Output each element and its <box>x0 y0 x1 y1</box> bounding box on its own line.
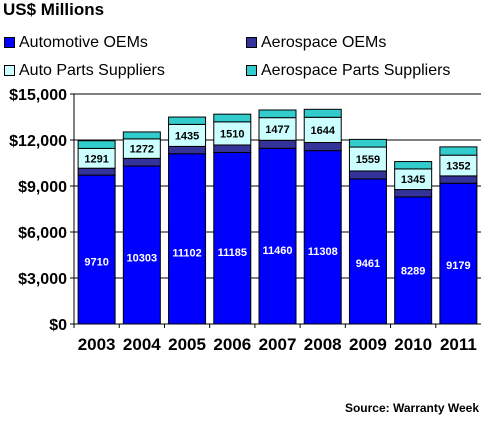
data-label: 11460 <box>263 245 293 257</box>
bar-segment <box>77 174 116 325</box>
legend-label: Aerospace Parts Suppliers <box>261 62 451 79</box>
data-label: 1559 <box>356 154 380 166</box>
bar-segment <box>122 165 161 325</box>
data-label: 9461 <box>356 258 380 270</box>
legend-item-aerospace-oems: Aerospace OEMs <box>246 34 386 52</box>
legend-label: Automotive OEMs <box>19 34 148 51</box>
source-note: Source: Warranty Week <box>344 401 479 415</box>
data-label: 10303 <box>127 253 158 265</box>
bar-segment <box>394 189 433 198</box>
x-tick-label: 2008 <box>304 335 342 354</box>
bar-segment <box>168 116 207 125</box>
bar-segment <box>213 144 252 153</box>
y-tick-label: $3,000 <box>18 271 67 288</box>
bar-segment <box>258 147 297 325</box>
bars: 9710 1291 10303 1272 11102 1435 11185 1510 11460… <box>77 108 478 325</box>
x-tick-label: 2004 <box>123 335 161 354</box>
legend-swatch-auto-parts-suppliers <box>4 65 15 77</box>
x-tick-label: 2009 <box>349 335 387 354</box>
legend-label: Aerospace OEMs <box>261 34 387 51</box>
bar-segment <box>168 145 207 155</box>
x-tick-label: 2010 <box>394 335 432 354</box>
data-label: 11102 <box>172 248 201 260</box>
y-tick-label: $9,000 <box>18 179 67 196</box>
y-tick-label: $0 <box>49 317 67 334</box>
data-label: 1352 <box>446 161 470 173</box>
bar-segment <box>258 139 297 149</box>
data-label: 1510 <box>220 128 244 140</box>
bar-segment <box>213 151 252 325</box>
bar-segment <box>348 178 387 325</box>
legend-item-auto-parts-suppliers: Auto Parts Suppliers <box>4 62 165 80</box>
data-label: 1291 <box>84 153 108 165</box>
legend-label: Auto Parts Suppliers <box>19 62 165 79</box>
data-label: 1644 <box>310 125 335 137</box>
legend-swatch-automotive-oems <box>4 37 15 49</box>
bar-segment <box>439 182 478 325</box>
data-label: 1435 <box>175 130 199 142</box>
data-label: 8289 <box>401 266 425 278</box>
bar-segment <box>348 138 387 148</box>
bar-segment <box>77 167 116 176</box>
chart-title: US$ Millions <box>3 0 105 19</box>
bar-segment <box>213 113 252 123</box>
data-label: 1345 <box>401 174 425 186</box>
bar-segment <box>168 153 207 325</box>
x-tick-label: 2007 <box>259 335 297 354</box>
x-tick-label: 2005 <box>168 335 206 354</box>
legend-item-automotive-oems: Automotive OEMs <box>4 34 148 52</box>
bar-segment <box>122 131 161 140</box>
data-label: 9710 <box>84 256 108 268</box>
data-label: 9179 <box>446 260 470 272</box>
bar-segment <box>394 196 433 325</box>
bar-segment <box>258 109 297 119</box>
x-tick-label: 2003 <box>78 335 116 354</box>
legend-swatch-aerospace-parts-suppliers <box>246 65 257 77</box>
x-tick-label: 2006 <box>213 335 251 354</box>
bar-segment <box>439 146 478 156</box>
y-tick-label: $6,000 <box>18 225 67 242</box>
bar-segment <box>439 175 478 184</box>
bar-segment <box>348 170 387 180</box>
data-label: 1477 <box>265 124 289 136</box>
y-tick-label: $12,000 <box>9 133 67 150</box>
axes: $0 $3,000 $6,000 $9,000 $12,000 $15,000 2003 20… <box>9 87 481 354</box>
bar-segment <box>122 157 161 167</box>
bar-segment <box>394 161 433 170</box>
data-label: 1272 <box>130 144 154 156</box>
data-label: 11308 <box>308 246 338 258</box>
legend-item-aerospace-parts-suppliers: Aerospace Parts Suppliers <box>246 62 450 80</box>
bar-segment <box>303 108 342 118</box>
legend-swatch-aerospace-oems <box>246 37 257 49</box>
stacked-bar-chart: 9710 1291 10303 1272 11102 1435 11185 1510 11460… <box>9 87 481 354</box>
y-tick-label: $15,000 <box>9 87 67 104</box>
x-tick-label: 2011 <box>440 335 477 354</box>
bar-segment <box>303 150 342 325</box>
data-label: 11185 <box>218 247 247 259</box>
bar-segment <box>303 141 342 152</box>
bar-segment <box>77 140 116 149</box>
